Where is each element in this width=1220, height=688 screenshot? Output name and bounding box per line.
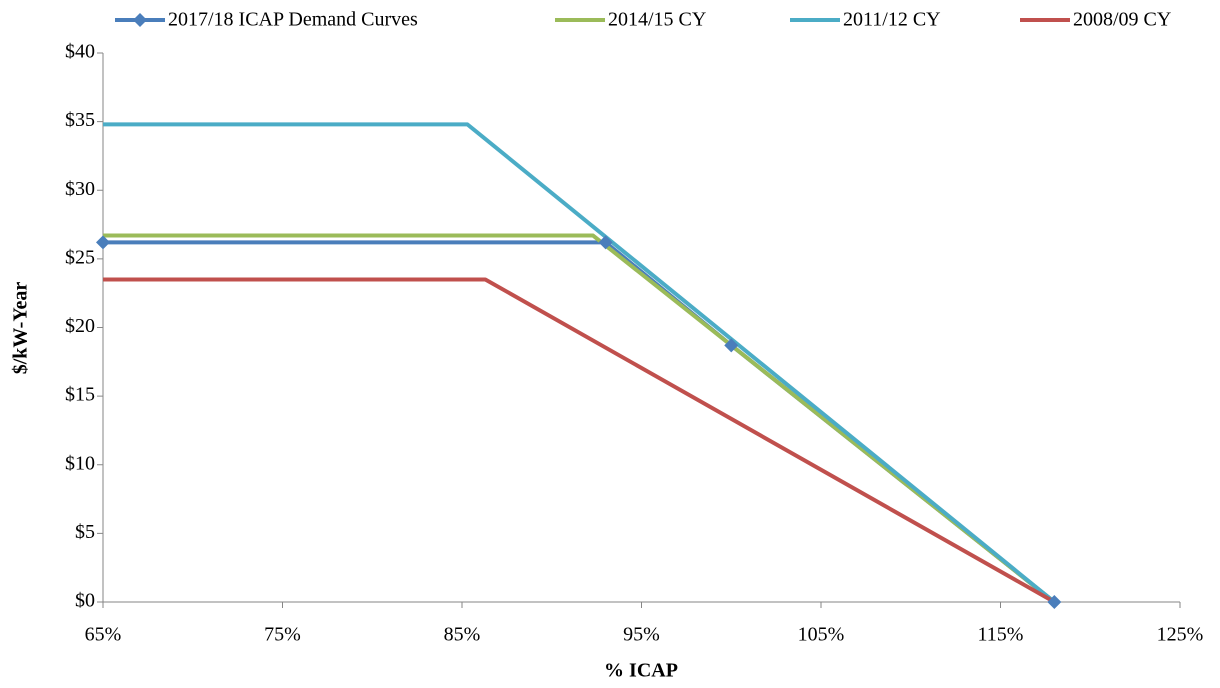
legend-label: 2014/15 CY — [608, 9, 706, 31]
data-point — [96, 235, 110, 250]
legend-label: 2008/09 CY — [1073, 9, 1171, 31]
legend-marker — [133, 13, 147, 27]
data-point — [724, 338, 739, 353]
x-tick-label: 65% — [85, 624, 122, 646]
y-tick-label: $30 — [65, 178, 95, 200]
y-tick-label: $5 — [75, 521, 95, 543]
y-tick-label: $40 — [65, 41, 95, 63]
x-tick-label: 95% — [623, 624, 660, 646]
data-point — [1047, 595, 1062, 609]
series-line — [103, 122, 1056, 604]
x-tick-label: 75% — [264, 624, 301, 646]
data-point — [598, 235, 613, 250]
x-tick-label: 115% — [978, 624, 1024, 646]
y-tick-label: $10 — [65, 452, 95, 474]
series-line — [103, 277, 1056, 604]
y-tick-label: $25 — [65, 246, 95, 268]
x-axis-title: % ICAP — [604, 660, 678, 682]
series-line — [103, 233, 1056, 604]
x-tick-label: 85% — [444, 624, 481, 646]
legend-label: 2017/18 ICAP Demand Curves — [168, 9, 418, 31]
y-tick-label: $35 — [65, 109, 95, 131]
legend-label: 2011/12 CY — [843, 9, 941, 31]
y-tick-label: $0 — [75, 590, 95, 612]
y-axis-title: $/kW-Year — [10, 282, 32, 375]
y-tick-label: $15 — [65, 384, 95, 406]
y-tick-label: $20 — [65, 315, 95, 337]
x-tick-label: 125% — [1157, 624, 1204, 646]
x-tick-label: 105% — [798, 624, 845, 646]
series-line — [103, 240, 1056, 604]
